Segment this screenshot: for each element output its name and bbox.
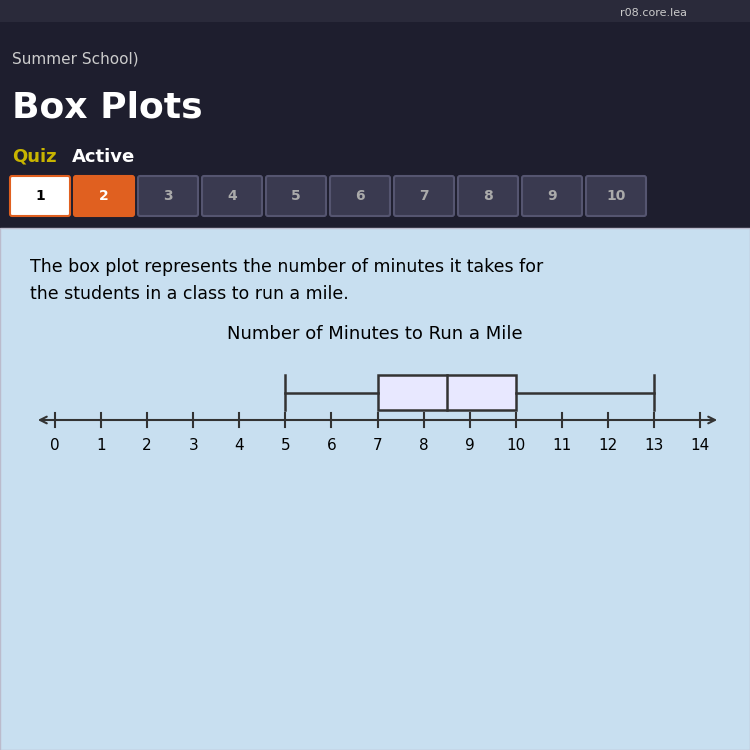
FancyBboxPatch shape <box>202 176 262 216</box>
FancyBboxPatch shape <box>138 176 198 216</box>
Text: 3: 3 <box>188 438 198 453</box>
Text: Active: Active <box>72 148 135 166</box>
FancyBboxPatch shape <box>74 176 134 216</box>
Text: 9: 9 <box>548 189 556 203</box>
Bar <box>0 22 750 270</box>
Text: r08.core.lea: r08.core.lea <box>620 8 687 18</box>
Text: 0: 0 <box>50 438 60 453</box>
Text: the students in a class to run a mile.: the students in a class to run a mile. <box>30 285 349 303</box>
Text: Number of Minutes to Run a Mile: Number of Minutes to Run a Mile <box>227 325 523 343</box>
Text: 8: 8 <box>419 438 428 453</box>
FancyBboxPatch shape <box>10 176 70 216</box>
Text: 5: 5 <box>291 189 301 203</box>
Text: 4: 4 <box>235 438 244 453</box>
FancyBboxPatch shape <box>394 176 454 216</box>
Text: 8: 8 <box>483 189 493 203</box>
Text: 3: 3 <box>164 189 172 203</box>
Text: 1: 1 <box>35 189 45 203</box>
Text: 12: 12 <box>598 438 617 453</box>
Text: 4: 4 <box>227 189 237 203</box>
Text: 2: 2 <box>142 438 152 453</box>
Text: 6: 6 <box>356 189 364 203</box>
Bar <box>377 375 516 410</box>
Text: 11: 11 <box>552 438 572 453</box>
Bar <box>0 0 750 22</box>
Text: 14: 14 <box>690 438 709 453</box>
FancyBboxPatch shape <box>266 176 326 216</box>
Text: Box Plots: Box Plots <box>12 90 202 124</box>
Text: 6: 6 <box>326 438 336 453</box>
Text: 10: 10 <box>506 438 525 453</box>
Text: The box plot represents the number of minutes it takes for: The box plot represents the number of mi… <box>30 258 543 276</box>
Text: 7: 7 <box>373 438 382 453</box>
Bar <box>0 228 750 750</box>
Text: Quiz: Quiz <box>12 148 57 166</box>
Text: 9: 9 <box>465 438 475 453</box>
Text: Summer School): Summer School) <box>12 52 139 67</box>
Text: 1: 1 <box>96 438 106 453</box>
FancyBboxPatch shape <box>458 176 518 216</box>
Text: 7: 7 <box>419 189 429 203</box>
Text: 13: 13 <box>644 438 664 453</box>
FancyBboxPatch shape <box>330 176 390 216</box>
FancyBboxPatch shape <box>522 176 582 216</box>
Text: 2: 2 <box>99 189 109 203</box>
Text: 5: 5 <box>280 438 290 453</box>
FancyBboxPatch shape <box>586 176 646 216</box>
Text: 10: 10 <box>606 189 625 203</box>
